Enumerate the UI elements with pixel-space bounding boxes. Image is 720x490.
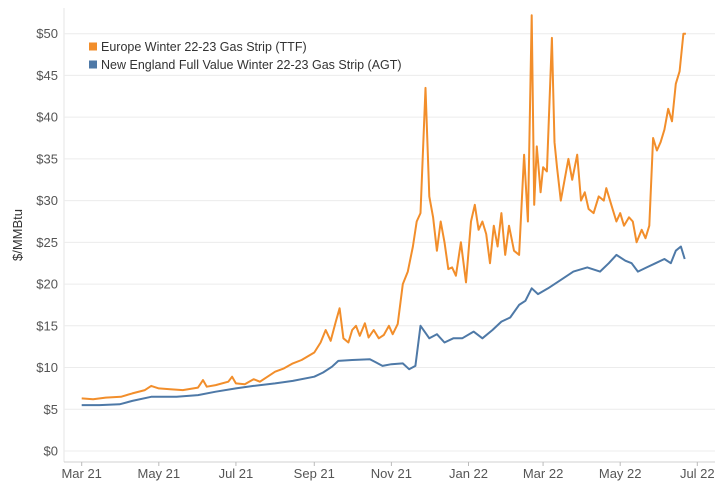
y-axis-title: $/MMBtu xyxy=(10,209,25,261)
y-tick-label: $30 xyxy=(36,193,58,208)
legend-label: Europe Winter 22-23 Gas Strip (TTF) xyxy=(101,40,307,54)
y-tick-label: $35 xyxy=(36,151,58,166)
y-tick-label: $20 xyxy=(36,277,58,292)
y-tick-label: $25 xyxy=(36,235,58,250)
y-tick-label: $5 xyxy=(44,402,58,417)
series-line xyxy=(81,14,686,401)
x-axis-ticks: Mar 21 May 21 Jul 21 Sep 21 Nov 21 Jan 22 Mar … xyxy=(61,462,715,481)
y-tick-label: $40 xyxy=(36,110,58,125)
y-tick-label: $50 xyxy=(36,26,58,41)
x-tick-label: Jan 22 xyxy=(449,466,488,481)
legend: Europe Winter 22-23 Gas Strip (TTF) New E… xyxy=(89,40,402,72)
x-tick-label: May 22 xyxy=(599,466,642,481)
series-lines xyxy=(81,14,686,407)
y-tick-label: $10 xyxy=(36,360,58,375)
y-tick-label: $45 xyxy=(36,68,58,83)
y-axis-ticks: $0 $5 $10 $15 $20 $25 $30 $35 $40 $45 $50 xyxy=(36,26,58,458)
y-tick-label: $15 xyxy=(36,318,58,333)
y-tick-label: $0 xyxy=(44,444,58,459)
x-tick-label: Mar 22 xyxy=(523,466,563,481)
x-tick-label: Jul 22 xyxy=(680,466,715,481)
x-tick-label: Sep 21 xyxy=(294,466,335,481)
legend-swatch xyxy=(89,60,97,69)
x-tick-label: Mar 21 xyxy=(61,466,101,481)
x-tick-label: Jul 21 xyxy=(219,466,254,481)
series-line xyxy=(81,245,686,407)
x-tick-label: May 21 xyxy=(137,466,180,481)
legend-label: New England Full Value Winter 22-23 Gas … xyxy=(101,58,402,72)
legend-swatch xyxy=(89,42,97,51)
x-tick-label: Nov 21 xyxy=(371,466,412,481)
